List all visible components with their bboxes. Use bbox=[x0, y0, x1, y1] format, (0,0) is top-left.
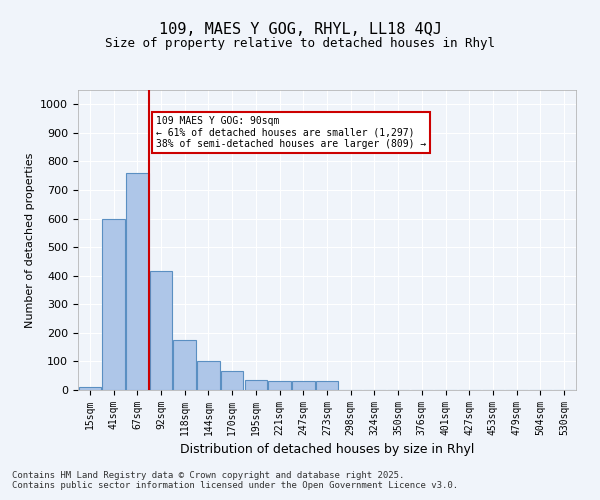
Y-axis label: Number of detached properties: Number of detached properties bbox=[25, 152, 35, 328]
Bar bbox=[150, 272, 172, 390]
Text: 109 MAES Y GOG: 90sqm
← 61% of detached houses are smaller (1,297)
38% of semi-d: 109 MAES Y GOG: 90sqm ← 61% of detached … bbox=[155, 116, 426, 149]
Bar bbox=[197, 362, 220, 390]
X-axis label: Distribution of detached houses by size in Rhyl: Distribution of detached houses by size … bbox=[180, 444, 474, 456]
Text: Size of property relative to detached houses in Rhyl: Size of property relative to detached ho… bbox=[105, 38, 495, 51]
Text: 109, MAES Y GOG, RHYL, LL18 4QJ: 109, MAES Y GOG, RHYL, LL18 4QJ bbox=[158, 22, 442, 38]
Bar bbox=[173, 340, 196, 390]
Bar bbox=[316, 382, 338, 390]
Text: Contains HM Land Registry data © Crown copyright and database right 2025.
Contai: Contains HM Land Registry data © Crown c… bbox=[12, 470, 458, 490]
Bar bbox=[79, 387, 101, 390]
Bar bbox=[126, 173, 149, 390]
Bar bbox=[245, 380, 267, 390]
Bar bbox=[103, 218, 125, 390]
Bar bbox=[268, 382, 291, 390]
Bar bbox=[292, 382, 314, 390]
Bar bbox=[221, 372, 244, 390]
